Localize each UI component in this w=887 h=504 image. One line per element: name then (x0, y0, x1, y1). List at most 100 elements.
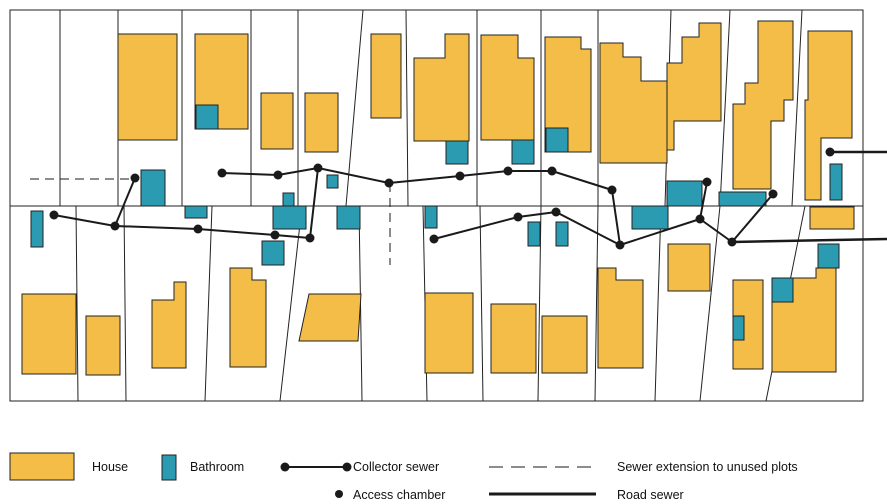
access-chamber (49, 210, 59, 220)
legend: House Bathroom Collector sewer Access ch… (9, 452, 798, 502)
legend-bathroom-label: Bathroom (190, 460, 244, 474)
bathroom (545, 127, 569, 153)
access-chamber (130, 173, 140, 183)
house (666, 22, 722, 151)
legend-collector-sewer-label: Collector sewer (353, 460, 439, 474)
house (804, 30, 853, 201)
access-chamber (825, 147, 835, 157)
house (260, 92, 294, 150)
plot-divider (75, 205, 79, 402)
legend-access-chamber-dot (335, 490, 343, 498)
legend-access-chamber-label: Access chamber (353, 488, 445, 502)
legend-house-label: House (92, 460, 128, 474)
bathroom (829, 163, 843, 201)
access-chambers (49, 147, 835, 250)
plot-divider (699, 205, 721, 402)
access-chamber (217, 168, 227, 178)
plot-divider (791, 9, 803, 207)
access-chamber (503, 166, 513, 176)
house (298, 293, 362, 342)
bathroom (140, 169, 166, 207)
house (490, 303, 537, 374)
house (544, 36, 592, 153)
legend-road-sewer-label: Road sewer (617, 488, 684, 502)
bathroom (195, 104, 219, 130)
house (229, 267, 267, 368)
bathroom (424, 205, 438, 229)
house (304, 92, 339, 153)
access-chamber (547, 166, 557, 176)
plot-divider (654, 205, 662, 402)
house (541, 315, 588, 374)
house (424, 292, 474, 374)
house (732, 20, 794, 190)
bathroom (666, 180, 703, 207)
access-chamber (768, 189, 778, 199)
access-chamber (384, 178, 394, 188)
access-chamber (429, 234, 439, 244)
bathroom (771, 277, 794, 303)
house (667, 243, 711, 292)
bathroom (555, 221, 569, 247)
house (117, 33, 178, 141)
legend-house-swatch (9, 452, 75, 481)
collector-sewer-bottom-right (433, 211, 621, 246)
plot-divider (123, 205, 127, 402)
bathroom (732, 315, 745, 341)
legend-sewer-extension-label: Sewer extension to unused plots (617, 460, 798, 474)
house (597, 267, 644, 369)
legend-collector-sewer-start-dot (280, 462, 290, 472)
access-chamber (607, 185, 617, 195)
access-chamber (193, 224, 203, 234)
bathroom (631, 205, 669, 230)
bathroom (282, 192, 295, 207)
bathroom (184, 205, 208, 219)
bathroom (817, 243, 840, 269)
collector-sewer-bottom-left-branch (114, 177, 136, 227)
access-chamber (270, 230, 280, 240)
bathroom (511, 139, 535, 165)
access-chamber (727, 237, 737, 247)
house (370, 33, 402, 119)
plot-divider (479, 205, 484, 402)
plot-divider (279, 205, 303, 402)
sewer-extensions (30, 178, 391, 265)
plot-divider (719, 9, 731, 207)
house (480, 34, 535, 141)
plot-divider (345, 9, 364, 207)
collector-sewer-top-branch (309, 167, 319, 239)
plot-divider (204, 205, 213, 402)
legend-collector-sewer-end-dot (342, 462, 352, 472)
bathroom (272, 205, 307, 230)
bathroom (261, 240, 285, 266)
house (809, 206, 855, 230)
access-chamber (551, 207, 561, 217)
bathroom (336, 205, 361, 230)
access-chamber (702, 177, 712, 187)
bathrooms (30, 104, 843, 341)
house (413, 33, 470, 142)
bathroom (718, 191, 767, 207)
access-chamber (513, 212, 523, 222)
house (21, 293, 77, 375)
road-sewer-line (731, 237, 887, 244)
plot-divider (594, 205, 599, 402)
bathroom (30, 210, 44, 248)
house (151, 281, 187, 369)
bathroom (326, 174, 339, 189)
access-chamber (313, 163, 323, 173)
legend-bathroom-swatch (161, 454, 177, 481)
access-chamber (695, 214, 705, 224)
house (599, 42, 668, 164)
access-chamber (455, 171, 465, 181)
house (85, 315, 121, 376)
access-chamber (273, 170, 283, 180)
access-chamber (110, 221, 120, 231)
bathroom (527, 221, 541, 247)
access-chamber (615, 240, 625, 250)
bathroom (445, 140, 469, 165)
plot-divider (405, 9, 409, 207)
access-chamber (305, 233, 315, 243)
houses (21, 20, 855, 376)
